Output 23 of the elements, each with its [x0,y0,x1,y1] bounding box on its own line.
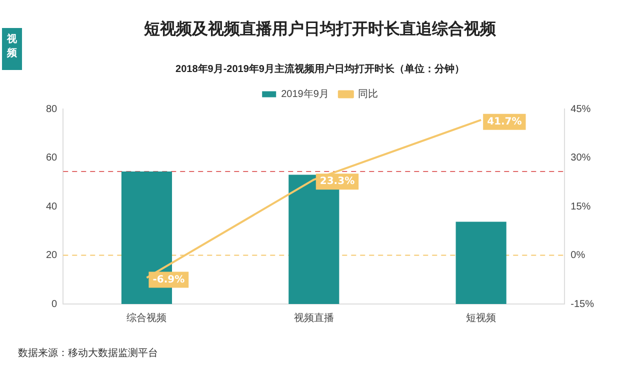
y2-tick-label: 0% [570,250,586,262]
data-label: 41.7% [487,116,522,128]
source-note: 数据来源：移动大数据监测平台 [18,346,158,360]
y-tick-label: 20 [46,250,58,262]
y-tick-label: 80 [46,104,58,115]
y2-tick-label: 15% [570,201,591,212]
y-tick-label: 60 [46,152,58,164]
x-tick-label: 视频直播 [294,312,334,324]
legend-label: 2019年9月 [281,88,329,100]
data-label: -6.9% [152,274,185,286]
x-tick-label: 短视频 [466,312,496,324]
chart-title: 短视频及视频直播用户日均打开时长直追综合视频 [143,20,497,38]
y2-tick-label: 45% [570,104,591,115]
text: 视频 [6,33,18,61]
chart-subtitle: 2018年9月-2019年9月主流视频用户日均打开时长（单位：分钟） [176,62,464,75]
legend-label: 同比 [358,88,378,100]
y2-tick-label: 30% [570,152,591,164]
y2-tick-label: -15% [570,298,594,310]
y-tick-label: 40 [46,201,58,212]
data-label: 23.3% [320,176,355,188]
x-tick-label: 综合视频 [126,312,167,324]
bar [456,222,506,304]
y-tick-label: 0 [52,298,58,310]
